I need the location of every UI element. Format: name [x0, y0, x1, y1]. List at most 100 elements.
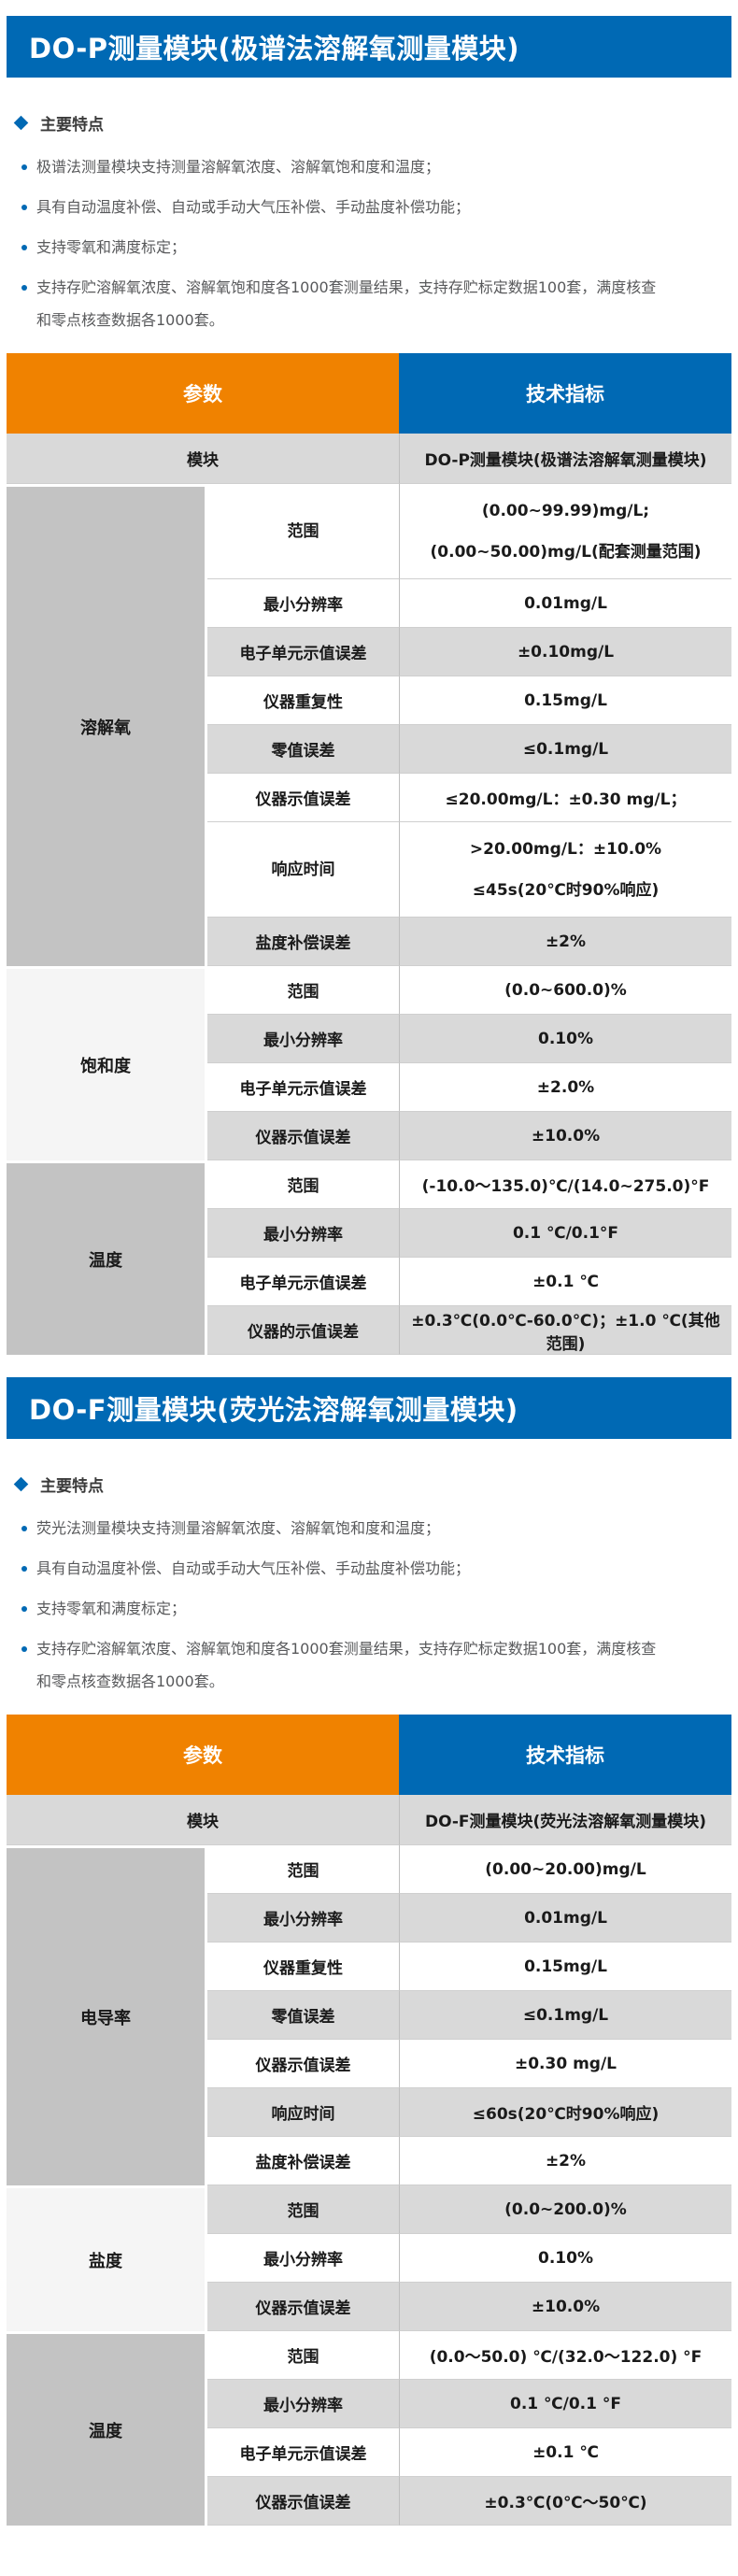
param-cell: 零值误差 — [207, 725, 399, 774]
table-row: 仪器示值误差 ±10.0% — [7, 1112, 731, 1160]
value-cell: ≤0.1mg/L — [399, 725, 731, 774]
value-cell: 0.1 ℃/0.1 °F — [399, 2380, 731, 2428]
section-title-bar: DO-F测量模块(荧光法溶解氧测量模块) — [7, 1377, 731, 1439]
features-block: 主要特点 荧光法测量模块支持测量溶解氧浓度、溶解氧饱和度和温度； 具有自动温度补偿… — [13, 1473, 725, 1698]
table-row: 饱和度 范围 (0.0~600.0)% — [7, 966, 731, 1160]
table-row: 最小分辨率 0.1 ℃/0.1 °F — [7, 2380, 731, 2428]
value-cell: 0.10% — [399, 1015, 731, 1063]
value-cell: ±2% — [399, 2137, 731, 2185]
table-row: 电导率 范围 (0.00~20.00)mg/L — [7, 1845, 731, 2185]
module-label: 模块 — [7, 434, 399, 484]
diamond-icon — [13, 1476, 29, 1491]
value-cell: (0.0~600.0)% — [399, 966, 731, 1015]
feature-item: 极谱法测量模块支持测量溶解氧浓度、溶解氧饱和度和温度； — [21, 150, 725, 183]
param-cell: 响应时间 — [207, 822, 399, 918]
feature-item: 支持存贮溶解氧浓度、溶解氧饱和度各1000套测量结果，支持存贮标定数据100套，… — [21, 271, 725, 336]
table-row: 仪器重复性 0.15mg/L — [7, 676, 731, 725]
param-cell: 电子单元示值误差 — [207, 2428, 399, 2477]
features-title-row: 主要特点 — [13, 1473, 725, 1496]
param-cell: 仪器的示值误差 — [207, 1306, 399, 1355]
spec-table: 参数 技术指标 模块 DO-F测量模块(荧光法溶解氧测量模块) 电导率 范围 (0.00~2… — [7, 1715, 731, 2526]
table-row: 温度 范围 (0.0～50.0) ℃/(32.0～122.0) °F — [7, 2331, 731, 2526]
table-row: 仪器示值误差 ±0.3℃(0℃～50℃) — [7, 2477, 731, 2526]
bullet-dot-icon — [21, 1566, 27, 1572]
section-do-f: DO-F测量模块(荧光法溶解氧测量模块) 主要特点 荧光法测量模块支持测量溶解氧… — [0, 1377, 738, 2526]
group-cell: 温度 — [7, 1160, 207, 1355]
feature-item: 具有自动温度补偿、自动或手动大气压补偿、手动盐度补偿功能； — [21, 1552, 725, 1585]
param-cell: 范围 — [207, 966, 399, 1015]
param-cell: 最小分辨率 — [207, 2234, 399, 2283]
features-list: 荧光法测量模块支持测量溶解氧浓度、溶解氧饱和度和温度； 具有自动温度补偿、自动或手… — [16, 1512, 725, 1698]
table-row: 零值误差 ≤0.1mg/L — [7, 725, 731, 774]
column-header-value: 技术指标 — [399, 1715, 731, 1795]
feature-item: 具有自动温度补偿、自动或手动大气压补偿、手动盐度补偿功能； — [21, 191, 725, 223]
feature-item: 支持零氧和满度标定； — [21, 1592, 725, 1625]
group-cell: 电导率 — [7, 1845, 207, 2185]
table-row: 仪器示值误差 ≤20.00mg/L：±0.30 mg/L； — [7, 774, 731, 822]
table-row: 零值误差 ≤0.1mg/L — [7, 1991, 731, 2040]
group-cell: 溶解氧 — [7, 484, 207, 966]
value-cell: (0.00~99.99)mg/L; (0.00~50.00)mg/L(配套测量范… — [399, 484, 731, 579]
features-title-row: 主要特点 — [13, 111, 725, 135]
features-block: 主要特点 极谱法测量模块支持测量溶解氧浓度、溶解氧饱和度和温度； 具有自动温度补偿… — [13, 111, 725, 336]
table-row: 响应时间 >20.00mg/L：±10.0% ≤45s(20℃时90%响应) — [7, 822, 731, 918]
table-row: 电子单元示值误差 ±2.0% — [7, 1063, 731, 1112]
column-header-param: 参数 — [7, 353, 399, 434]
value-cell: ≤0.1mg/L — [399, 1991, 731, 2040]
value-cell: ±2% — [399, 918, 731, 966]
table-header-row: 参数 技术指标 — [7, 353, 731, 434]
param-cell: 范围 — [207, 2185, 399, 2234]
value-cell: 0.1 ℃/0.1°F — [399, 1209, 731, 1258]
param-cell: 最小分辨率 — [207, 1015, 399, 1063]
table-row: 电子单元示值误差 ±0.1 ℃ — [7, 2428, 731, 2477]
value-cell: ±0.30 mg/L — [399, 2040, 731, 2088]
bullet-dot-icon — [21, 285, 27, 291]
feature-text: 极谱法测量模块支持测量溶解氧浓度、溶解氧饱和度和温度； — [36, 158, 441, 176]
value-cell: (0.0～50.0) ℃/(32.0～122.0) °F — [399, 2331, 731, 2380]
spec-table: 参数 技术指标 模块 DO-P测量模块(极谱法溶解氧测量模块) 溶解氧 范围 (0.00~9… — [7, 353, 731, 1355]
value-cell: 0.01mg/L — [399, 1894, 731, 1943]
param-cell: 范围 — [207, 1845, 399, 1894]
feature-text: 支持存贮溶解氧浓度、溶解氧饱和度各1000套测量结果，支持存贮标定数据100套，… — [36, 278, 657, 329]
param-cell: 电子单元示值误差 — [207, 1258, 399, 1306]
diamond-icon — [13, 115, 29, 130]
section-do-p: DO-P测量模块(极谱法溶解氧测量模块) 主要特点 极谱法测量模块支持测量溶解氧… — [0, 16, 738, 1355]
bullet-dot-icon — [21, 1526, 27, 1531]
value-cell: ≤60s(20℃时90%响应) — [399, 2088, 731, 2137]
value-cell: ±10.0% — [399, 2283, 731, 2331]
table-row: 最小分辨率 0.10% — [7, 1015, 731, 1063]
param-cell: 范围 — [207, 1160, 399, 1209]
table-row: 仪器示值误差 ±0.30 mg/L — [7, 2040, 731, 2088]
module-value: DO-F测量模块(荧光法溶解氧测量模块) — [399, 1795, 731, 1845]
features-title: 主要特点 — [40, 115, 104, 135]
value-cell: (0.0~200.0)% — [399, 2185, 731, 2234]
param-cell: 仪器示值误差 — [207, 1112, 399, 1160]
table-row: 最小分辨率 0.01mg/L — [7, 1894, 731, 1943]
page: DO-P测量模块(极谱法溶解氧测量模块) 主要特点 极谱法测量模块支持测量溶解氧… — [0, 16, 738, 2542]
param-cell: 仪器示值误差 — [207, 2283, 399, 2331]
group-cell: 盐度 — [7, 2185, 207, 2331]
feature-item: 荧光法测量模块支持测量溶解氧浓度、溶解氧饱和度和温度； — [21, 1512, 725, 1544]
param-cell: 电子单元示值误差 — [207, 628, 399, 676]
value-cell: ±2.0% — [399, 1063, 731, 1112]
value-cell: ±10.0% — [399, 1112, 731, 1160]
group-cell: 温度 — [7, 2331, 207, 2526]
param-cell: 最小分辨率 — [207, 1209, 399, 1258]
table-header-row: 参数 技术指标 — [7, 1715, 731, 1795]
table-row: 溶解氧 范围 (0.00~99.99)mg/L; (0.00~50.00)mg/L(… — [7, 484, 731, 966]
section-title: DO-F测量模块(荧光法溶解氧测量模块) — [29, 1394, 518, 1426]
module-row: 模块 DO-F测量模块(荧光法溶解氧测量模块) — [7, 1795, 731, 1845]
table-row: 最小分辨率 0.1 ℃/0.1°F — [7, 1209, 731, 1258]
table-row: 响应时间 ≤60s(20℃时90%响应) — [7, 2088, 731, 2137]
module-label: 模块 — [7, 1795, 399, 1845]
column-header-value: 技术指标 — [399, 353, 731, 434]
param-cell: 电子单元示值误差 — [207, 1063, 399, 1112]
value-cell: (0.00~20.00)mg/L — [399, 1845, 731, 1894]
value-cell: 0.15mg/L — [399, 1943, 731, 1991]
value-cell: >20.00mg/L：±10.0% ≤45s(20℃时90%响应) — [399, 822, 731, 918]
feature-text: 支持零氧和满度标定； — [36, 238, 187, 256]
value-cell: ±0.3℃(0℃～50℃) — [399, 2477, 731, 2526]
bullet-dot-icon — [21, 205, 27, 210]
table-row: 仪器示值误差 ±10.0% — [7, 2283, 731, 2331]
value-cell: ±0.10mg/L — [399, 628, 731, 676]
